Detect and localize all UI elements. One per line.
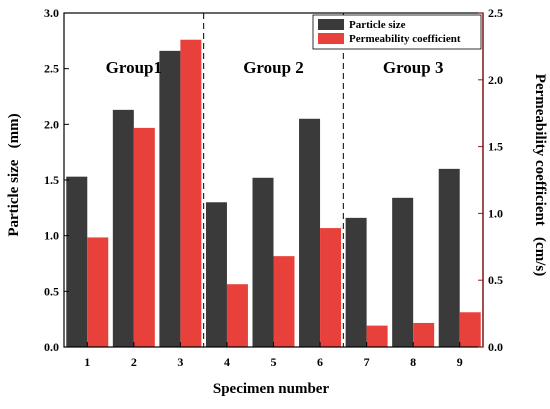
group-label-3: Group 3 — [383, 58, 444, 77]
y-right-tick-label: 1.5 — [488, 140, 503, 154]
y-right-tick-label: 2.0 — [488, 73, 503, 87]
x-tick-label: 5 — [271, 355, 277, 369]
bar-particle-size-4 — [205, 202, 227, 347]
x-tick-label: 1 — [84, 355, 90, 369]
legend-swatch-1 — [318, 19, 344, 30]
bar-permeability-2 — [133, 127, 155, 348]
x-tick-label: 9 — [457, 355, 463, 369]
y-left-tick-label: 0.5 — [44, 284, 59, 298]
legend-label-2: Permeability coefficient — [349, 33, 461, 45]
bar-particle-size-3 — [159, 50, 181, 347]
right-axis-title: Permeability coefficient (cm/s) — [532, 74, 548, 276]
legend-swatch-2 — [318, 33, 344, 44]
group-separators — [203, 13, 344, 347]
legend: Particle size Permeability coefficient — [312, 14, 482, 50]
y-left-tick-label: 1.0 — [44, 229, 59, 243]
bar-permeability-9 — [459, 312, 481, 347]
bar-particle-size-1 — [66, 176, 88, 347]
x-tick-label: 2 — [131, 355, 137, 369]
left-axis-title: Particle size (mm) — [6, 113, 22, 236]
bar-particle-size-8 — [392, 197, 414, 347]
bar-particle-size-2 — [112, 109, 134, 347]
group-labels: Group1 Group 2 Group 3 — [106, 58, 444, 77]
left-axis-title-text: Particle size (mm) — [6, 113, 22, 236]
y-right-tick-label: 2.5 — [488, 6, 503, 20]
y-left-tick-label: 2.0 — [44, 117, 59, 131]
bar-particle-size-9 — [438, 168, 460, 347]
y-left-tick-label: 3.0 — [44, 6, 59, 20]
bar-particle-size-7 — [345, 217, 367, 347]
x-tick-label: 7 — [364, 355, 370, 369]
y-right-tick-label: 0.5 — [488, 273, 503, 287]
x-axis-title: Specimen number — [213, 381, 330, 397]
bar-permeability-4 — [226, 284, 248, 347]
y-left-tick-label: 1.5 — [44, 173, 59, 187]
axes: 0.0 0.5 1.0 1.5 2.0 2.5 3.0 0.0 0.5 1.0 1.5 2.0 2.5 1… — [44, 6, 503, 369]
x-tick-label: 6 — [317, 355, 323, 369]
bar-particle-size-5 — [252, 177, 274, 347]
y-left-tick-label: 0.0 — [44, 340, 59, 354]
x-tick-label: 8 — [410, 355, 416, 369]
x-tick-label: 4 — [224, 355, 230, 369]
right-axis-title-text: Permeability coefficient (cm/s) — [532, 74, 548, 276]
bar-particle-size-6 — [299, 118, 321, 348]
bar-permeability-6 — [320, 228, 342, 347]
y-right-tick-label: 0.0 — [488, 340, 503, 354]
y-right-tick-label: 1.0 — [488, 206, 503, 220]
bar-permeability-8 — [413, 322, 435, 347]
legend-label-1: Particle size — [349, 19, 406, 31]
y-left-tick-label: 2.5 — [44, 62, 59, 76]
bars-layer — [66, 39, 481, 348]
group-label-2: Group 2 — [243, 58, 304, 77]
x-tick-label: 3 — [177, 355, 183, 369]
group-label-1: Group1 — [106, 58, 162, 77]
bar-permeability-1 — [87, 237, 109, 347]
bar-permeability-3 — [180, 39, 202, 347]
bar-permeability-5 — [273, 256, 295, 347]
bar-permeability-7 — [366, 325, 388, 347]
